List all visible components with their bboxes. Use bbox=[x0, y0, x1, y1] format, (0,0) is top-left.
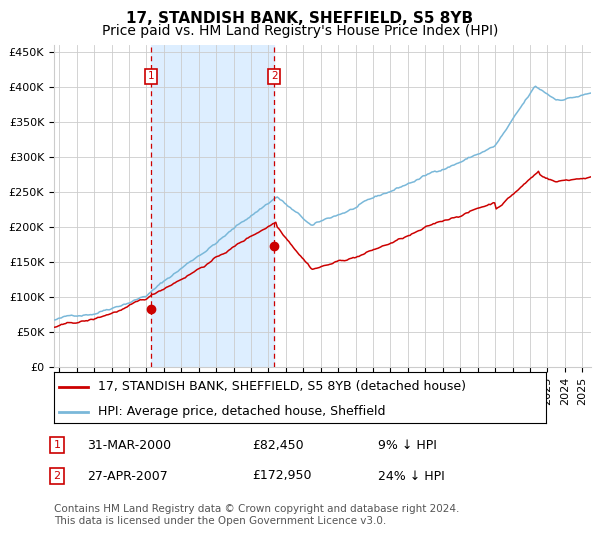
Text: £82,450: £82,450 bbox=[252, 438, 304, 452]
Bar bbox=[151, 45, 274, 367]
Text: HPI: Average price, detached house, Sheffield: HPI: Average price, detached house, Shef… bbox=[98, 405, 386, 418]
Text: 24% ↓ HPI: 24% ↓ HPI bbox=[378, 469, 445, 483]
Text: 1: 1 bbox=[148, 71, 154, 81]
Text: £172,950: £172,950 bbox=[252, 469, 311, 483]
Text: 2: 2 bbox=[53, 471, 61, 481]
Text: 2: 2 bbox=[271, 71, 278, 81]
Text: 9% ↓ HPI: 9% ↓ HPI bbox=[378, 438, 437, 452]
Text: 31-MAR-2000: 31-MAR-2000 bbox=[87, 438, 171, 452]
Text: Price paid vs. HM Land Registry's House Price Index (HPI): Price paid vs. HM Land Registry's House … bbox=[102, 24, 498, 38]
Text: 1: 1 bbox=[53, 440, 61, 450]
Text: 17, STANDISH BANK, SHEFFIELD, S5 8YB: 17, STANDISH BANK, SHEFFIELD, S5 8YB bbox=[127, 11, 473, 26]
Text: Contains HM Land Registry data © Crown copyright and database right 2024.
This d: Contains HM Land Registry data © Crown c… bbox=[54, 504, 460, 526]
Text: 17, STANDISH BANK, SHEFFIELD, S5 8YB (detached house): 17, STANDISH BANK, SHEFFIELD, S5 8YB (de… bbox=[98, 380, 466, 393]
Text: 27-APR-2007: 27-APR-2007 bbox=[87, 469, 168, 483]
